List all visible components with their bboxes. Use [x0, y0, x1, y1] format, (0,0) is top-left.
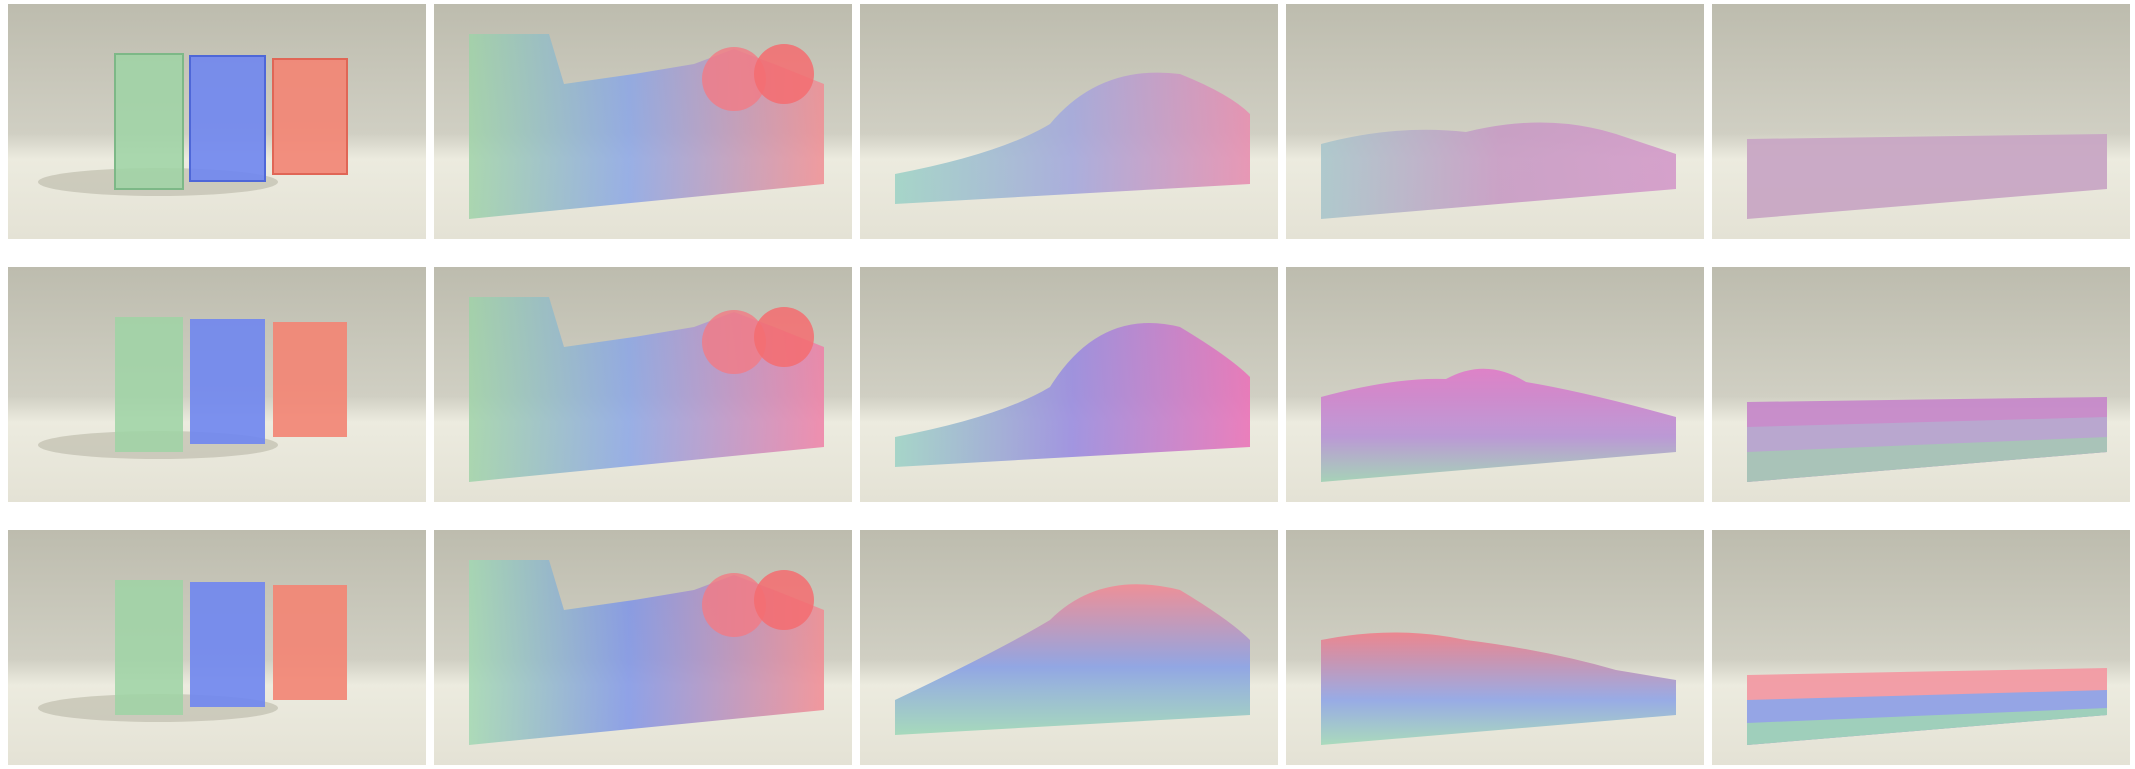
wave-illustration	[895, 584, 1250, 735]
panel-r2-splash	[434, 267, 852, 502]
wave-illustration	[895, 72, 1250, 204]
settling-illustration	[1321, 368, 1676, 482]
splash-illustration	[469, 34, 824, 219]
panel-r3-settling	[1286, 530, 1704, 765]
panel-r3-splash	[434, 530, 852, 765]
initial-blocks-illustration	[38, 317, 347, 459]
rest-illustration	[1747, 134, 2107, 219]
rest-layers-illustration	[1747, 668, 2107, 745]
wave-illustration	[895, 323, 1250, 467]
panel-r2-rest	[1712, 267, 2130, 502]
panel-r2-initial	[8, 267, 426, 502]
settling-illustration	[1321, 122, 1676, 219]
settling-illustration	[1321, 632, 1676, 745]
panel-r2-wave	[860, 267, 1278, 502]
panel-r1-initial	[8, 4, 426, 239]
initial-blocks-illustration	[38, 580, 347, 722]
panel-r1-wave	[860, 4, 1278, 239]
splash-illustration	[469, 560, 824, 745]
panel-r1-settling	[1286, 4, 1704, 239]
panel-r2-settling	[1286, 267, 1704, 502]
panel-r3-wave	[860, 530, 1278, 765]
rest-layers-illustration	[1747, 397, 2107, 482]
panel-r3-initial	[8, 530, 426, 765]
initial-blocks-illustration	[38, 53, 348, 196]
panel-r3-rest	[1712, 530, 2130, 765]
panel-r1-splash	[434, 4, 852, 239]
splash-illustration	[469, 297, 824, 482]
panel-r1-rest	[1712, 4, 2130, 239]
